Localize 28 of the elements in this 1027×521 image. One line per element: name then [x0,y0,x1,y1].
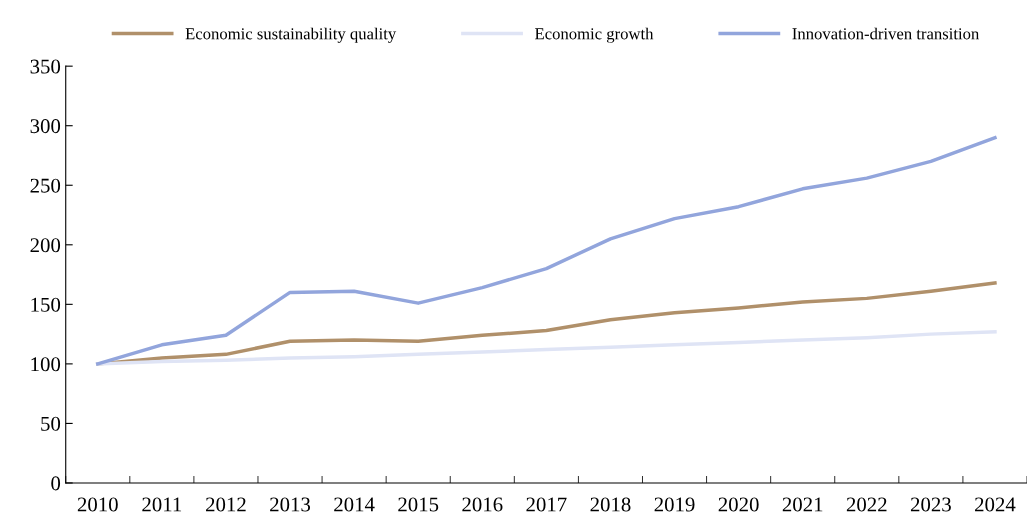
y-tick-label: 50 [41,416,61,431]
x-tick-label: 2023 [910,497,951,512]
line-series [96,135,997,366]
y-tick-label: 250 [30,178,61,193]
y-tick-label: 200 [30,238,61,253]
x-tick-label: 2020 [718,497,759,512]
legend-label: Economic growth [535,27,654,43]
x-tick-label: 2011 [142,497,182,512]
y-tick-label: 100 [31,357,61,372]
x-tick-label: 2010 [77,497,118,512]
x-tick-label: 2015 [398,497,439,512]
line-series [96,329,997,366]
legend-label: Innovation-driven transition [792,27,980,40]
x-tick-label: 2019 [654,497,695,512]
x-tick-label: 2021 [782,497,823,512]
y-tick-label: 0 [51,476,61,491]
x-tick-label: 2017 [526,497,567,512]
x-tick-label: 2016 [462,497,503,512]
y-tick-label: 150 [31,297,61,312]
x-tick-label: 2018 [590,497,631,512]
y-tick-label: 300 [30,119,61,134]
legend-label: Economic sustainability quality [185,27,397,43]
x-tick-label: 2024 [975,497,1016,512]
x-tick-label: 2014 [334,497,375,512]
y-tick-label: 350 [30,59,61,74]
x-tick-label: 2012 [206,497,246,512]
x-tick-label: 2022 [846,497,887,512]
x-tick-label: 2013 [270,497,311,512]
